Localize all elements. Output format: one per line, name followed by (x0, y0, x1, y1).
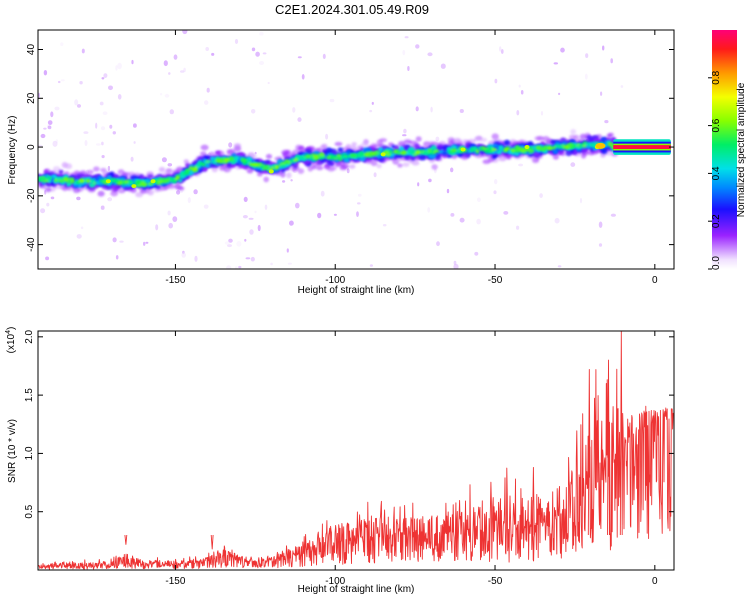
colorbar-gradient (712, 30, 737, 269)
snr-y-tick-label: 1.0 (24, 446, 35, 460)
heatmap-y-tick-label: 0 (26, 144, 37, 150)
heatmap-x-tick-label: -50 (488, 275, 503, 286)
colorbar-tick-label: 0.0 (711, 256, 722, 270)
snr-x-tick-label: -100 (325, 576, 345, 587)
colorbar-tick-label: 0.6 (711, 118, 722, 132)
snr-y-label: SNR (10 * v/v) (7, 419, 18, 483)
snr-multiplier-suffix: ) (6, 327, 17, 330)
heatmap-y-tick-label: -20 (26, 188, 37, 203)
snr-y-tick-label: 0.5 (24, 504, 35, 518)
snr-multiplier-exponent: 4 (5, 330, 12, 334)
heatmap-plot-area (38, 30, 671, 269)
snr-frame (37, 330, 675, 571)
snr-x-tick-label: -150 (165, 576, 185, 587)
heatmap-axes: -150 -100 -50 0 -40 -20 0 20 40 (26, 30, 674, 286)
colorbar-tick-label: 0.4 (711, 166, 722, 180)
snr-plot-area (38, 331, 674, 570)
snr-panel: -150 -100 -50 0 0.5 1.0 1.5 2.0 Height of strai… (5, 327, 675, 595)
snr-x-tick-label: 0 (652, 576, 658, 587)
heatmap-x-tick-label: 0 (652, 275, 658, 286)
colorbar-label: Normalized spectral amplitude (736, 82, 747, 217)
heatmap-x-label: Height of straight line (km) (298, 285, 415, 296)
snr-multiplier-prefix: (x10 (6, 333, 17, 353)
heatmap-x-tick-label: -150 (165, 275, 185, 286)
heatmap-x-tick-label: -100 (325, 275, 345, 286)
snr-x-tick-label: -50 (488, 576, 503, 587)
chart-title: C2E1.2024.301.05.49.R09 (275, 2, 429, 17)
heatmap-y-label: Frequency (Hz) (7, 116, 18, 185)
heatmap-panel: -150 -100 -50 0 -40 -20 0 20 40 Height of straig… (7, 29, 675, 296)
snr-multiplier: (x104) (5, 327, 17, 354)
heatmap-strong-band (595, 139, 671, 155)
snr-y-tick-label: 1.5 (24, 388, 35, 402)
colorbar-tick-label: 0.2 (711, 214, 722, 228)
colorbar-tick-label: 0.8 (711, 70, 722, 84)
snr-y-tick-label: 2.0 (24, 329, 35, 343)
heatmap-frame (37, 29, 675, 270)
heatmap-ridge-layer (38, 141, 618, 187)
colorbar: 0.0 0.2 0.4 0.6 0.8 Normalized spectral ampl… (708, 30, 747, 270)
snr-series-line (38, 331, 674, 570)
heatmap-y-tick-label: 40 (26, 44, 37, 56)
colorbar-ticks: 0.0 0.2 0.4 0.6 0.8 (708, 70, 722, 270)
heatmap-y-tick-label: -40 (26, 237, 37, 252)
snr-x-label: Height of straight line (km) (298, 584, 415, 595)
heatmap-y-tick-label: 20 (26, 92, 37, 104)
snr-axes: -150 -100 -50 0 0.5 1.0 1.5 2.0 (24, 329, 674, 587)
